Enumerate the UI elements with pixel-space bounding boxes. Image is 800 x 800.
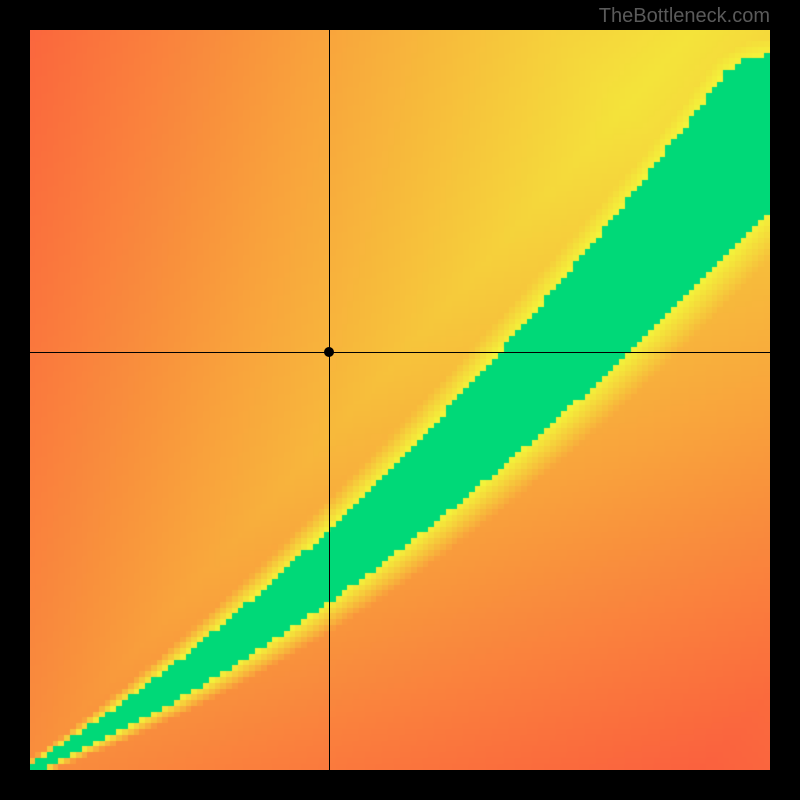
crosshair-vertical: [329, 30, 330, 770]
watermark-text: TheBottleneck.com: [599, 5, 770, 28]
crosshair-horizontal: [30, 352, 770, 353]
heatmap-plot: [30, 30, 770, 770]
heatmap-canvas: [30, 30, 770, 770]
crosshair-marker-dot: [324, 347, 334, 357]
